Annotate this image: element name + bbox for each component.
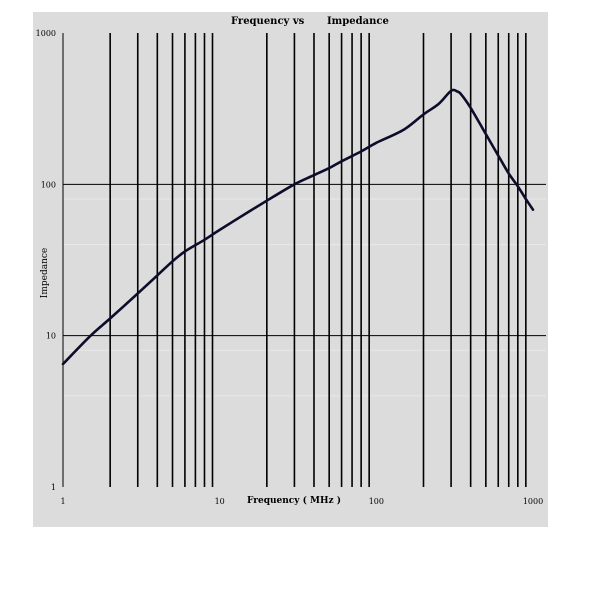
impedance-curve (61, 88, 535, 366)
y-tick-label: 10 (46, 332, 56, 341)
y-gridlines (63, 183, 546, 397)
chart-title-left: Frequency vs (231, 16, 305, 27)
tick-labels: 1 10 100 1000 1 10 100 1000 (36, 29, 544, 506)
series-layer (61, 88, 535, 366)
y-tick-label: 1000 (36, 29, 56, 38)
x-tick-label: 1000 (523, 497, 543, 506)
x-tick-label: 1 (60, 497, 65, 506)
chart-title-right: Impedance (327, 16, 389, 27)
y-tick-label: 100 (41, 180, 56, 189)
y-axis-label: Impedance (40, 248, 50, 298)
chart-background (33, 12, 548, 527)
x-tick-label: 10 (215, 497, 225, 506)
x-tick-label: 100 (369, 497, 384, 506)
y-tick-label: 1 (51, 483, 56, 492)
x-axis-label: Frequency ( MHz ) (247, 495, 341, 506)
